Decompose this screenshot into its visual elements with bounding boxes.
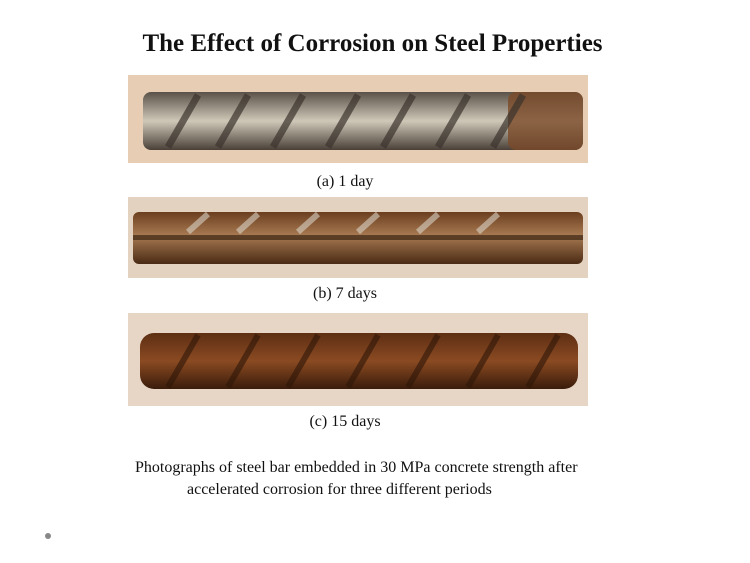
- caption: (c) 15 days: [309, 413, 381, 430]
- caption: (b) 7 days: [313, 285, 377, 302]
- description-line: Photographs of steel bar embedded in 30 …: [135, 459, 578, 476]
- photo-1-day: [128, 75, 588, 163]
- bullet: [45, 533, 51, 539]
- caption: (a) 1 day: [316, 173, 374, 190]
- photo-7-days: [128, 197, 588, 278]
- slide-title: The Effect of Corrosion on Steel Propert…: [142, 30, 603, 57]
- description-line: accelerated corrosion for three differen…: [187, 481, 492, 498]
- photo-15-days: [128, 313, 588, 406]
